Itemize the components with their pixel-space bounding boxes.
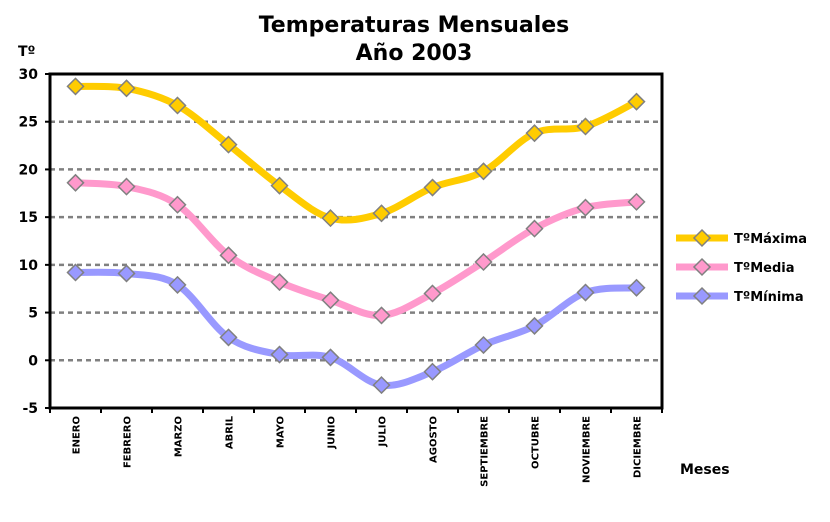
series-line-2 xyxy=(72,268,640,389)
data-point-marker xyxy=(168,195,187,214)
data-point-marker xyxy=(219,135,238,154)
y-tick-label: -5 xyxy=(22,401,38,417)
legend: TºMáxima TºMedia TºMínima xyxy=(676,228,807,306)
data-point-marker xyxy=(474,162,493,181)
plot-area-frame xyxy=(48,72,664,410)
data-point-marker xyxy=(576,198,595,217)
x-tick-label: OCTUBRE xyxy=(531,416,542,469)
x-tick-label: FEBRERO xyxy=(123,416,134,468)
x-tick-label: ABRIL xyxy=(225,415,236,449)
data-point-marker xyxy=(372,204,391,223)
y-axis-label: Tº xyxy=(18,44,36,60)
data-point-marker xyxy=(270,345,289,364)
y-tick-label: 0 xyxy=(28,353,38,369)
chart-subtitle: Año 2003 xyxy=(356,41,473,66)
data-point-marker xyxy=(372,376,391,395)
x-tick-labels: ENERO FEBRERO MARZO ABRIL MAYO JUNIO JULIO AGOS… xyxy=(49,408,663,487)
data-point-marker xyxy=(270,176,289,195)
series-line-1 xyxy=(72,179,640,319)
data-point-marker xyxy=(117,79,136,98)
data-point-marker xyxy=(117,177,136,196)
y-tick-labels: 30 25 20 15 10 5 0 -5 xyxy=(19,67,50,417)
y-tick-label: 5 xyxy=(28,306,38,322)
data-point-marker xyxy=(627,192,646,211)
data-point-marker xyxy=(372,306,391,325)
data-point-marker xyxy=(168,96,187,115)
y-tick-label: 25 xyxy=(19,115,38,131)
series-lines xyxy=(66,77,646,395)
data-point-marker xyxy=(66,173,85,192)
chart-title: Temperaturas Mensuales xyxy=(259,13,570,38)
x-tick-label: ENERO xyxy=(72,416,83,454)
y-tick-label: 15 xyxy=(19,210,38,226)
y-tick-label: 20 xyxy=(19,162,39,178)
legend-marker xyxy=(692,257,712,277)
x-tick-label: SEPTIEMBRE xyxy=(480,416,491,487)
data-point-marker xyxy=(66,77,85,96)
x-axis-label: Meses xyxy=(680,462,730,478)
data-point-marker xyxy=(525,219,544,238)
data-point-marker xyxy=(270,272,289,292)
data-point-marker xyxy=(321,348,340,367)
y-tick-label: 30 xyxy=(19,67,39,83)
data-point-marker xyxy=(117,264,136,283)
data-point-marker xyxy=(423,362,442,381)
data-point-marker xyxy=(219,246,238,265)
legend-label: TºMedia xyxy=(734,261,795,276)
data-point-marker xyxy=(321,209,340,228)
series-line-0 xyxy=(72,82,640,224)
data-point-marker xyxy=(627,278,646,297)
x-tick-label: NOVIEMBRE xyxy=(582,416,593,483)
x-tick-label: MAYO xyxy=(276,416,287,448)
data-point-marker xyxy=(321,291,340,310)
data-point-marker xyxy=(423,284,442,303)
legend-marker xyxy=(692,286,712,306)
x-tick-label: JUNIO xyxy=(327,416,338,449)
data-point-marker xyxy=(525,124,544,143)
data-point-marker xyxy=(423,178,442,197)
data-point-marker xyxy=(474,335,493,355)
x-tick-label: DICIEMBRE xyxy=(633,416,644,478)
legend-marker xyxy=(692,228,712,248)
x-tick-label: MARZO xyxy=(174,416,185,457)
legend-label: TºMínima xyxy=(734,290,804,305)
data-point-marker xyxy=(66,263,85,282)
data-point-marker xyxy=(525,316,544,335)
data-point-marker xyxy=(474,252,493,272)
legend-label: TºMáxima xyxy=(734,232,807,247)
x-tick-label: AGOSTO xyxy=(429,416,440,463)
data-point-marker xyxy=(576,117,595,136)
data-point-marker xyxy=(576,283,595,302)
gridlines xyxy=(50,120,662,362)
data-point-marker xyxy=(168,275,187,294)
data-point-marker xyxy=(627,92,646,111)
x-tick-label: JULIO xyxy=(378,416,389,447)
data-point-marker xyxy=(219,328,238,347)
y-tick-label: 10 xyxy=(19,258,39,274)
